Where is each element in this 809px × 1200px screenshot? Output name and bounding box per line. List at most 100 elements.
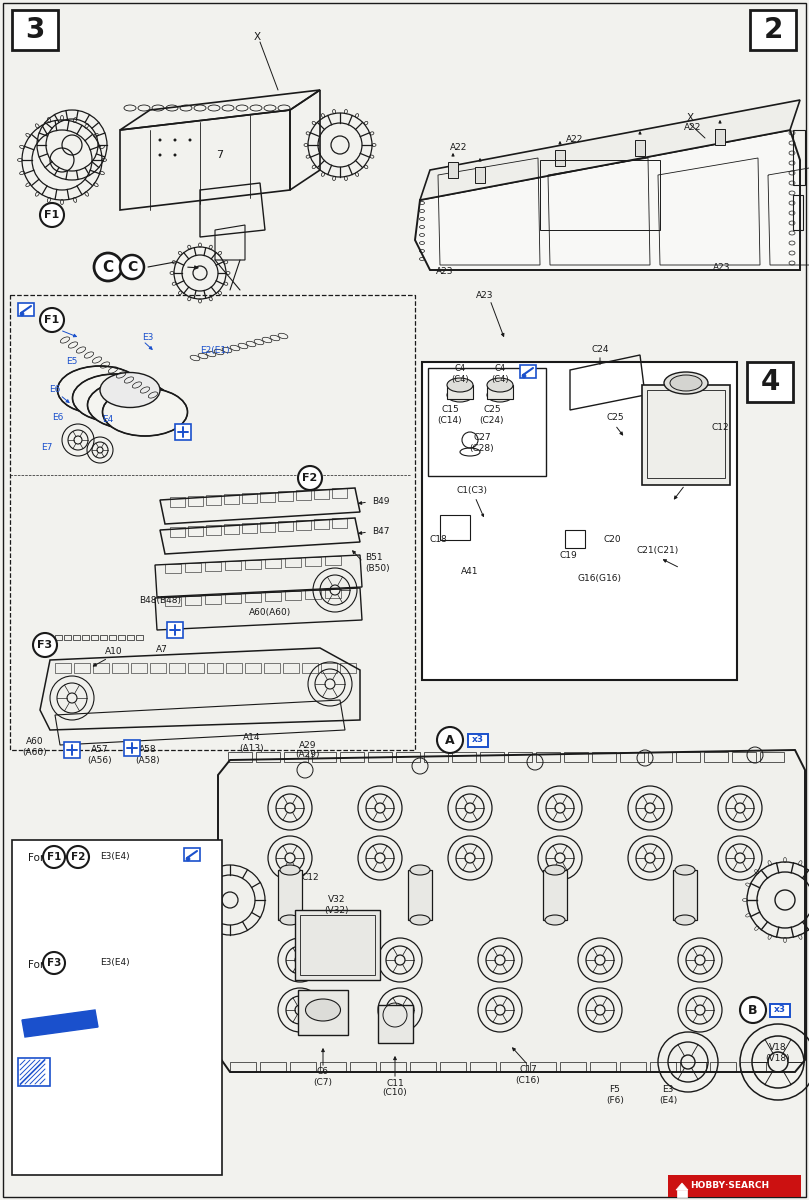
Bar xyxy=(396,752,420,762)
Text: A57: A57 xyxy=(91,745,109,755)
Circle shape xyxy=(159,154,162,156)
Text: A23: A23 xyxy=(477,290,493,300)
Bar xyxy=(150,662,166,673)
Ellipse shape xyxy=(87,382,172,428)
Text: For: For xyxy=(28,853,44,863)
Text: A22: A22 xyxy=(684,124,701,132)
Bar xyxy=(127,635,134,640)
Ellipse shape xyxy=(280,865,300,875)
Bar xyxy=(188,526,203,536)
Text: X: X xyxy=(253,32,260,42)
Bar xyxy=(285,590,301,600)
Text: A22: A22 xyxy=(566,136,583,144)
Text: F1: F1 xyxy=(44,210,60,220)
Bar xyxy=(750,10,796,50)
Ellipse shape xyxy=(410,914,430,925)
Bar xyxy=(82,635,89,640)
Bar xyxy=(321,662,337,673)
Bar xyxy=(205,595,221,604)
Text: A14: A14 xyxy=(244,733,260,743)
Polygon shape xyxy=(218,750,805,1072)
Bar xyxy=(452,752,476,762)
Text: E3(E4): E3(E4) xyxy=(100,852,129,862)
Bar xyxy=(648,752,672,762)
Text: A23: A23 xyxy=(714,264,731,272)
Bar xyxy=(422,362,737,680)
Text: C15: C15 xyxy=(441,406,459,414)
Bar xyxy=(224,524,239,534)
Bar xyxy=(793,194,803,230)
Text: 2: 2 xyxy=(764,16,782,44)
Bar xyxy=(770,1003,790,1016)
Bar xyxy=(793,130,805,185)
Bar xyxy=(350,1062,376,1072)
Bar xyxy=(242,523,257,533)
Text: C4
(C4): C4 (C4) xyxy=(451,365,468,384)
Text: (A13): (A13) xyxy=(239,744,265,752)
Bar xyxy=(314,518,329,529)
Bar xyxy=(284,752,308,762)
Text: E5: E5 xyxy=(66,358,78,366)
Polygon shape xyxy=(22,1010,98,1037)
Text: E2(E1): E2(E1) xyxy=(200,346,230,354)
Text: C17: C17 xyxy=(519,1066,537,1074)
Ellipse shape xyxy=(545,865,565,875)
Bar xyxy=(118,635,125,640)
Text: X: X xyxy=(687,113,693,122)
Circle shape xyxy=(188,138,192,142)
Circle shape xyxy=(94,253,122,281)
Ellipse shape xyxy=(57,366,142,414)
Bar xyxy=(169,662,185,673)
Bar xyxy=(290,1062,316,1072)
Bar xyxy=(732,752,756,762)
Text: F1: F1 xyxy=(44,314,60,325)
Bar xyxy=(647,390,725,478)
Bar xyxy=(673,870,697,920)
Bar xyxy=(109,635,116,640)
Text: E3(E4): E3(E4) xyxy=(100,959,129,967)
Text: C4
(C4): C4 (C4) xyxy=(491,365,509,384)
Text: A7: A7 xyxy=(156,646,168,654)
Circle shape xyxy=(20,312,24,316)
Bar xyxy=(296,520,311,530)
Bar xyxy=(380,1062,406,1072)
Bar xyxy=(543,870,567,920)
Text: C: C xyxy=(103,259,113,275)
Bar xyxy=(225,560,241,570)
Polygon shape xyxy=(18,868,208,950)
Bar xyxy=(131,662,147,673)
Bar xyxy=(650,1062,676,1072)
Circle shape xyxy=(740,997,766,1022)
Text: (A56): (A56) xyxy=(87,756,112,764)
Text: A: A xyxy=(445,733,455,746)
Bar xyxy=(305,557,321,566)
Circle shape xyxy=(437,727,463,754)
Circle shape xyxy=(33,634,57,658)
Bar xyxy=(278,521,293,530)
Bar xyxy=(680,1062,706,1072)
Text: A23: A23 xyxy=(436,268,454,276)
Bar xyxy=(565,530,585,548)
Text: F3: F3 xyxy=(47,958,61,968)
Bar xyxy=(124,740,140,756)
Text: E6: E6 xyxy=(49,385,61,395)
Bar xyxy=(592,752,616,762)
Text: (A58): (A58) xyxy=(136,756,160,764)
Bar xyxy=(302,662,318,673)
Bar xyxy=(18,1058,50,1086)
Bar xyxy=(704,752,728,762)
Bar xyxy=(18,302,34,316)
Bar xyxy=(332,488,347,498)
Bar xyxy=(470,1062,496,1072)
Bar xyxy=(224,494,239,504)
Bar xyxy=(230,1062,256,1072)
Bar xyxy=(508,752,532,762)
Polygon shape xyxy=(420,100,800,200)
Ellipse shape xyxy=(664,372,708,394)
Text: B: B xyxy=(748,1003,758,1016)
Text: (A60): (A60) xyxy=(23,748,47,756)
Bar xyxy=(424,752,448,762)
Ellipse shape xyxy=(670,374,702,391)
Text: (V18): (V18) xyxy=(765,1054,790,1062)
Bar xyxy=(205,562,221,571)
